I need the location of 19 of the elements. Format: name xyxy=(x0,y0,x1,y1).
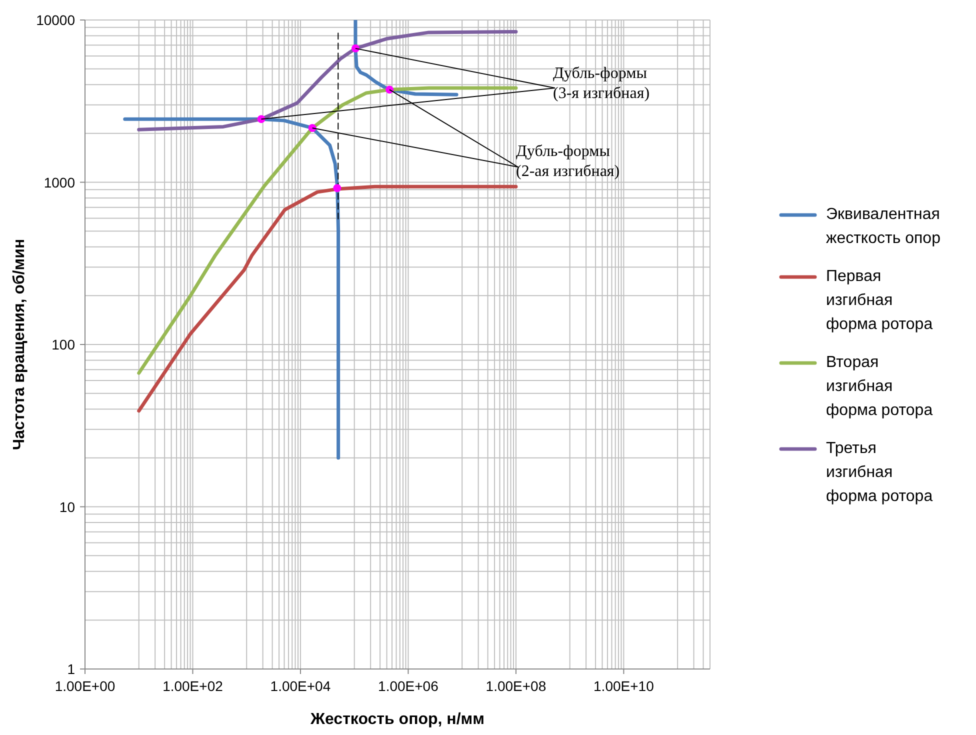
x-axis-title: Жесткость опор, н/мм xyxy=(310,711,484,728)
y-tick-label: 1 xyxy=(67,661,76,677)
y-tick-label: 1000 xyxy=(44,174,76,190)
x-tick-label: 1.00E+02 xyxy=(162,678,224,694)
x-tick-label: 1.00E+00 xyxy=(54,678,116,694)
x-tick-label: 1.00E+04 xyxy=(270,678,331,694)
legend-label: Первая изгибная форма ротора xyxy=(826,267,934,335)
y-tick-label: 10 xyxy=(59,498,76,515)
x-tick-label: 1.00E+10 xyxy=(594,678,654,694)
annotation: Дубль-формы (3-я изгибная) xyxy=(553,65,650,102)
legend-label: Вторая изгибная форма ротора xyxy=(826,353,934,421)
y-axis-title: Частота вращения, об/мин xyxy=(11,238,28,450)
x-tick-label: 1.00E+06 xyxy=(378,678,439,694)
x-tick-label: 1.00E+08 xyxy=(486,678,546,694)
annotation: Дубль-формы (2-ая изгибная) xyxy=(516,143,620,180)
y-tick-label: 10000 xyxy=(36,12,76,28)
legend-label: Эквивалентная жесткость опор xyxy=(826,205,942,249)
legend-label: Третья изгибная форма ротора xyxy=(826,439,934,507)
y-tick-label: 100 xyxy=(52,336,76,352)
